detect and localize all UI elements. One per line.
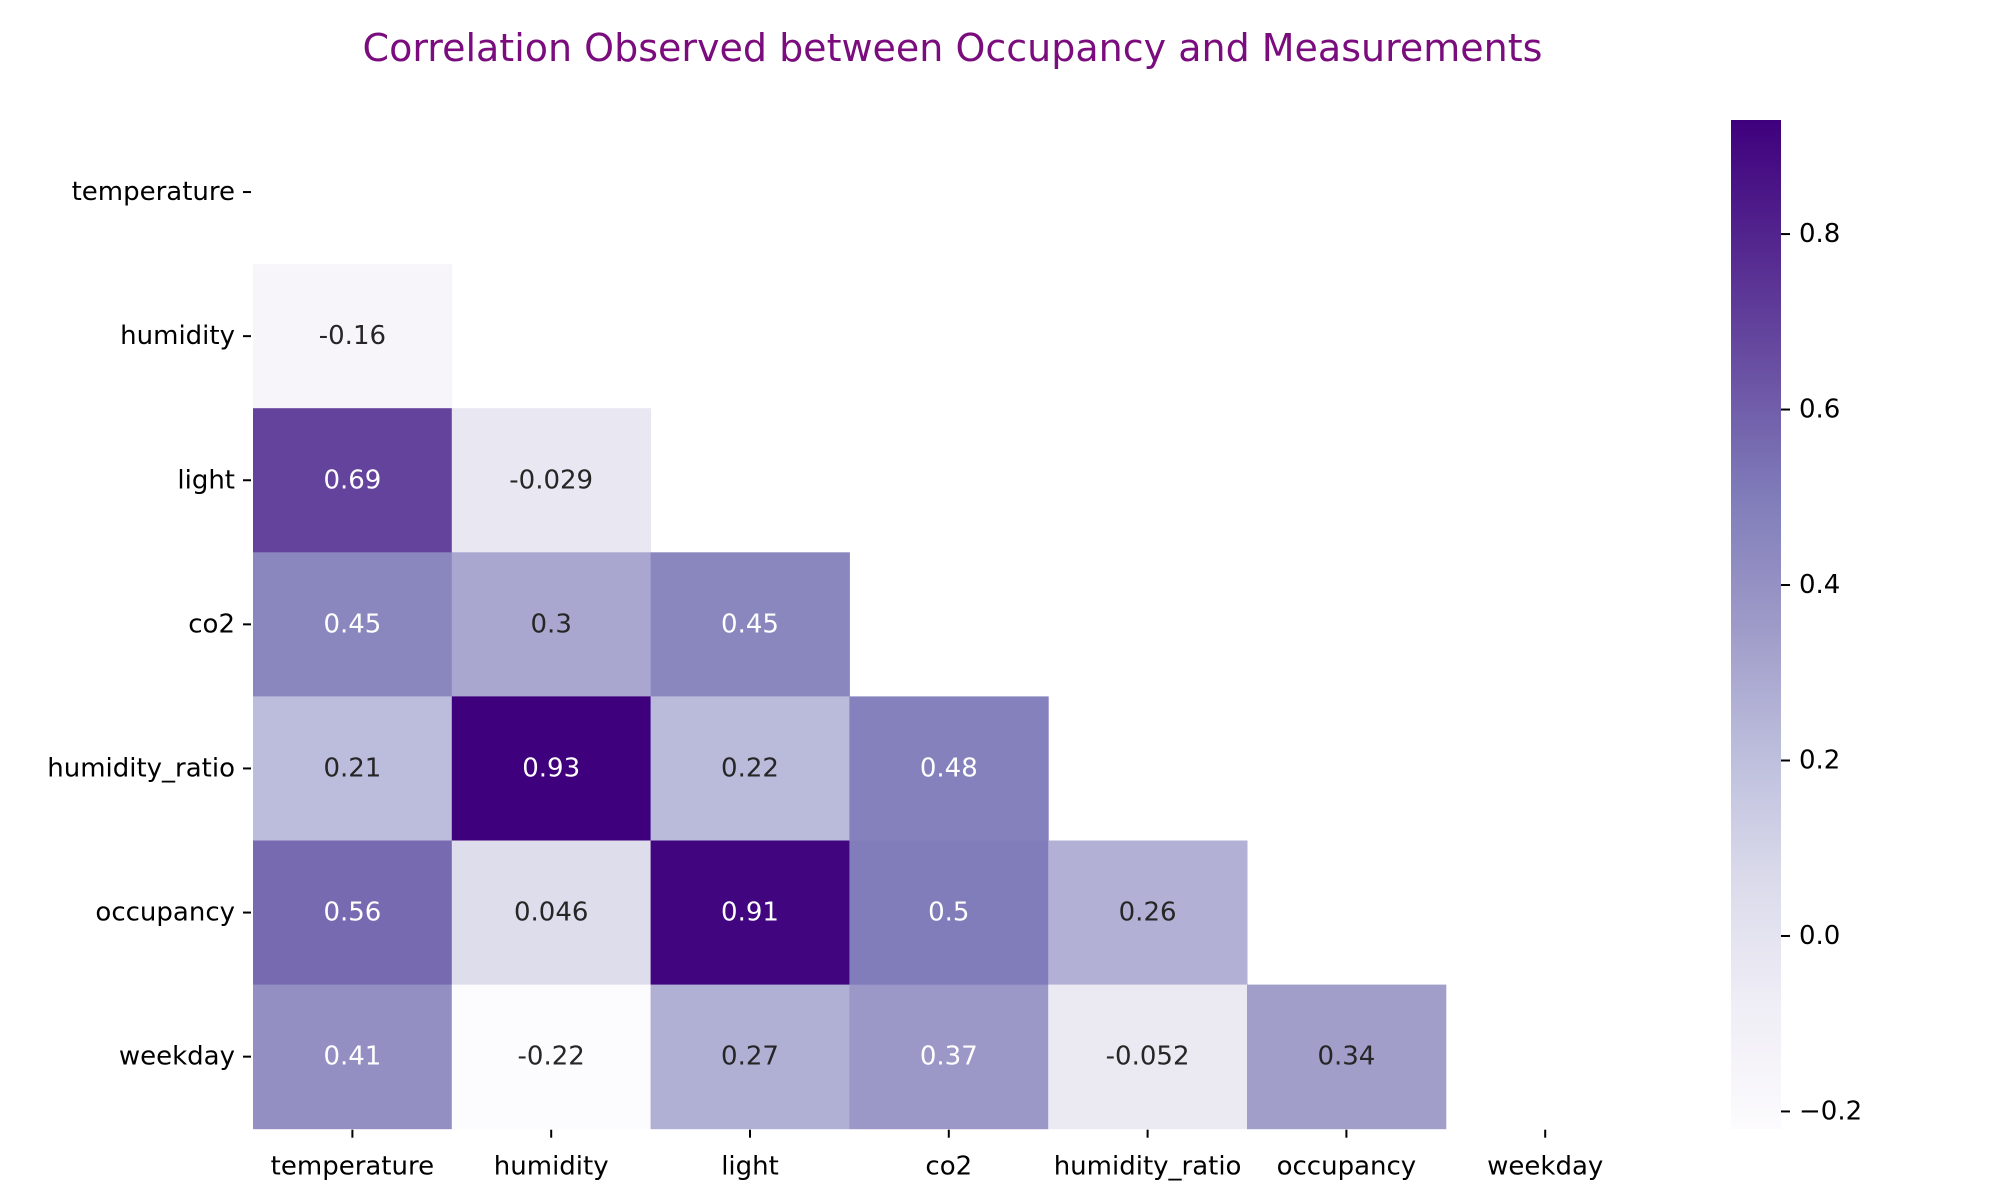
cell-value-label: 0.45 (323, 609, 381, 639)
heatmap-cells (253, 264, 1447, 1130)
colorbar-tick-label: 0.4 (1799, 570, 1840, 600)
heatmap-cell (650, 840, 850, 986)
x-tick-label: light (721, 1152, 779, 1182)
heatmap-cell (253, 840, 453, 986)
heatmap-cell (451, 984, 652, 1130)
cell-value-label: 0.34 (1317, 1042, 1375, 1072)
x-tick-label: co2 (925, 1152, 972, 1182)
heatmap-cell (253, 696, 453, 841)
cell-value-label: 0.046 (514, 898, 588, 928)
x-tick-label: humidity_ratio (1054, 1152, 1242, 1182)
cell-value-label: 0.5 (928, 898, 969, 928)
colorbar-gradient (1731, 120, 1781, 1129)
heatmap-cell-labels: -0.16 0.69 -0.029 0.45 0.3 0.45 0.21 0.93 0.22 0.… (319, 321, 1376, 1072)
heatmap-cell (1048, 840, 1248, 986)
cell-value-label: 0.22 (721, 753, 779, 783)
colorbar-tick-label: 0.0 (1799, 921, 1840, 951)
x-tick-label: humidity (494, 1152, 609, 1182)
cell-value-label: 0.48 (920, 753, 978, 783)
x-tick-label: occupancy (1277, 1152, 1417, 1182)
heatmap-cell (1048, 984, 1248, 1130)
cell-value-label: 0.91 (721, 898, 779, 928)
cell-value-label: 0.93 (522, 753, 580, 783)
cell-value-label: -0.029 (509, 465, 593, 495)
heatmap-cell (253, 264, 453, 409)
x-axis: temperature humidity light co2 humidity_rati… (271, 1129, 1603, 1182)
cell-value-label: 0.69 (323, 465, 381, 495)
heatmap-cell (650, 696, 850, 841)
colorbar-tick-label: −0.2 (1799, 1096, 1862, 1126)
cell-value-label: -0.16 (319, 321, 386, 351)
cell-value-label: -0.052 (1106, 1042, 1190, 1072)
y-tick-label: humidity (120, 321, 235, 351)
colorbar-tick-label: 0.8 (1799, 219, 1840, 249)
y-tick-label: temperature (72, 177, 235, 207)
colorbar-ticks: −0.2 0.0 0.2 0.4 0.6 0.8 (1781, 219, 1862, 1126)
colorbar-tick-label: 0.2 (1799, 745, 1840, 775)
cell-value-label: 0.27 (721, 1042, 779, 1072)
cell-value-label: 0.56 (323, 898, 381, 928)
x-tick-label: temperature (271, 1152, 434, 1182)
cell-value-label: -0.22 (518, 1042, 585, 1072)
y-axis: temperature humidity light co2 humidity_rati… (47, 177, 251, 1072)
y-tick-label: co2 (188, 609, 235, 639)
heatmap-cell (253, 552, 453, 697)
heatmap-cell (849, 984, 1049, 1130)
chart-title: Correlation Observed between Occupancy a… (362, 26, 1543, 70)
y-tick-label: occupancy (95, 898, 235, 928)
cell-value-label: 0.45 (721, 609, 779, 639)
cell-value-label: 0.41 (323, 1042, 381, 1072)
colorbar-tick-label: 0.6 (1799, 395, 1840, 425)
x-tick-label: weekday (1487, 1152, 1603, 1182)
heatmap-cell (451, 552, 652, 697)
heatmap-cell (849, 696, 1049, 841)
cell-value-label: 0.26 (1119, 898, 1177, 928)
cell-value-label: 0.21 (323, 753, 381, 783)
y-tick-label: weekday (119, 1042, 235, 1072)
cell-value-label: 0.3 (531, 609, 572, 639)
colorbar: −0.2 0.0 0.2 0.4 0.6 0.8 (1731, 120, 1862, 1129)
heatmap-cell (849, 840, 1049, 986)
heatmap-cell (253, 408, 453, 553)
heatmap-cell (650, 984, 850, 1130)
cell-value-label: 0.37 (920, 1042, 978, 1072)
y-tick-label: light (177, 465, 235, 495)
heatmap-cell (451, 840, 652, 986)
heatmap-cell (451, 408, 652, 553)
heatmap-cell (253, 984, 453, 1130)
heatmap-cell (1247, 984, 1447, 1130)
y-tick-label: humidity_ratio (47, 753, 235, 783)
heatmap-cell (451, 696, 652, 841)
heatmap-cell (650, 552, 850, 697)
